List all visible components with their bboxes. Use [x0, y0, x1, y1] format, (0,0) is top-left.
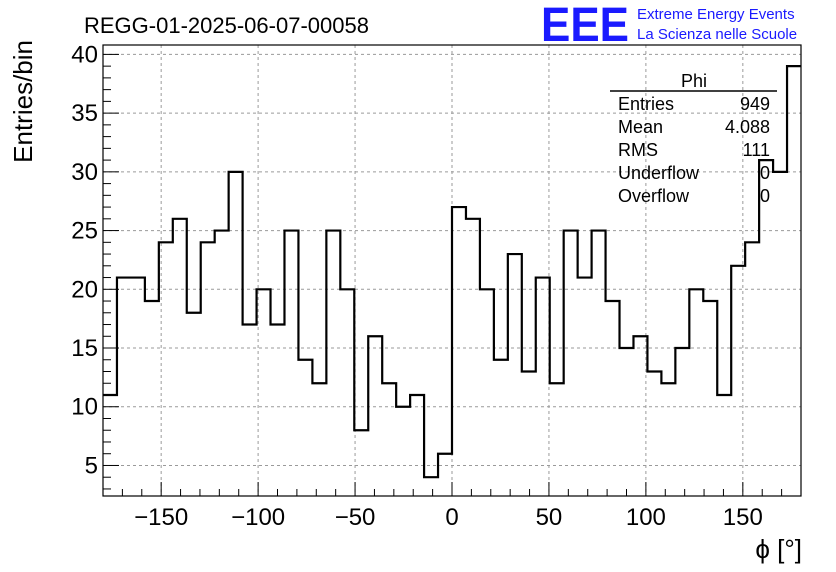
logo-line-2: La Scienza nelle Scuole	[637, 26, 797, 43]
stats-row-label: Entries	[618, 94, 674, 114]
stats-row-label: Overflow	[618, 186, 690, 206]
y-tick-label: 40	[71, 41, 98, 68]
stats-row-value: 0	[760, 186, 770, 206]
eee-logo-mark: EEE	[541, 0, 629, 52]
chart-title: REGG-01-2025-06-07-00058	[84, 13, 369, 38]
x-tick-label: 0	[445, 504, 458, 531]
histogram-series	[103, 65, 801, 479]
stats-box-title: Phi	[681, 71, 707, 91]
y-tick-label: 35	[71, 100, 98, 127]
stats-row-label: RMS	[618, 140, 658, 160]
logo-line-1: Extreme Energy Events	[637, 6, 795, 23]
stats-row-label: Underflow	[618, 163, 700, 183]
stats-row-label: Mean	[618, 117, 663, 137]
x-tick-labels: −150 −100 −50 0 50 100 150	[134, 504, 763, 531]
y-tick-label: 30	[71, 159, 98, 186]
stats-row-value: 4.088	[725, 117, 770, 137]
x-tick-label: −50	[335, 504, 376, 531]
x-tick-label: −150	[134, 504, 188, 531]
axis-ticks	[103, 53, 783, 496]
y-tick-label: 10	[71, 394, 98, 421]
y-tick-label: 15	[71, 335, 98, 362]
x-tick-label: −100	[231, 504, 285, 531]
x-axis-label: ϕ [°]	[755, 534, 802, 564]
stats-row-value: 949	[740, 94, 770, 114]
stats-row-value: 0	[760, 163, 770, 183]
x-tick-label: 150	[723, 504, 763, 531]
stats-box: Phi Entries 949 Mean 4.088 RMS 111 Underflow 0 O…	[610, 71, 777, 206]
y-tick-label: 25	[71, 218, 98, 245]
y-tick-labels: 5 10 15 20 25 30 35 40	[71, 41, 98, 479]
x-tick-label: 100	[626, 504, 666, 531]
y-tick-label: 5	[85, 452, 98, 479]
x-tick-label: 50	[536, 504, 563, 531]
y-tick-label: 20	[71, 276, 98, 303]
stats-row-value: 111	[743, 140, 770, 160]
y-axis-label: Entries/bin	[8, 40, 38, 163]
